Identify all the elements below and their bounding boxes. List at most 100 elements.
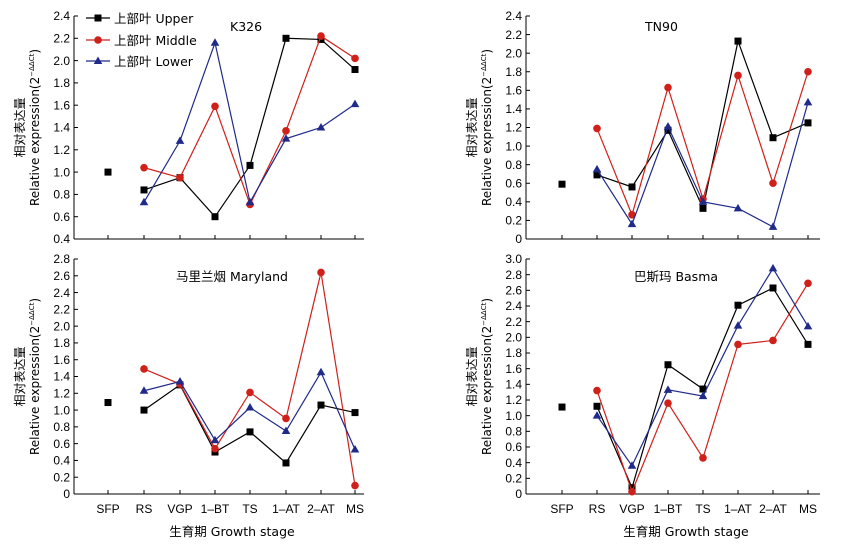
data-point-lower <box>245 403 255 411</box>
legend-label-lower: 上部叶 Lower <box>114 54 194 69</box>
data-point-upper <box>664 126 672 134</box>
data-point-upper <box>351 66 359 74</box>
series-line-upper <box>143 384 356 464</box>
y-tick-label: 2.4 <box>53 286 70 300</box>
legend-marker-lower <box>93 56 103 64</box>
x-tick-label: RS <box>136 502 153 516</box>
data-point-lower <box>803 321 813 330</box>
y-tick-label: 1.6 <box>505 362 522 376</box>
data-point-upper <box>246 428 254 436</box>
x-tick-label: SFP <box>550 502 573 516</box>
y-tick-label: 0.2 <box>53 470 70 484</box>
x-tick-label: MS <box>799 502 817 516</box>
data-point-upper <box>734 37 742 45</box>
y-tick-label: 1.2 <box>53 386 70 400</box>
x-tick-label: MS <box>346 502 364 516</box>
data-point-middle <box>211 444 219 453</box>
data-point-middle <box>699 454 707 462</box>
y-tick-label: 0 <box>515 232 522 246</box>
y-tick-label: 2.2 <box>505 28 522 42</box>
y-axis-label: 相对表达量 Relative expression(2−ΔΔCt) <box>465 298 494 455</box>
data-point-lower <box>139 386 149 394</box>
data-point-middle <box>246 388 254 397</box>
data-point-lower <box>592 411 602 419</box>
y-tick-label: 1.8 <box>505 346 522 360</box>
series-line-lower <box>143 370 356 450</box>
data-point-lower <box>316 123 326 131</box>
data-point-lower <box>733 321 743 329</box>
data-point-upper <box>628 183 636 191</box>
x-tick-label: 2–AT <box>759 502 787 516</box>
data-point-middle <box>769 179 777 188</box>
data-point-upper <box>769 284 777 292</box>
panel-title: 巴斯玛 Basma <box>634 269 718 284</box>
y-tick-label: 1.0 <box>53 403 70 417</box>
y-tick-label: 1.8 <box>53 336 70 350</box>
y-axis-label: 相对表达量 Relative expression(2−ΔΔCt) <box>13 298 42 455</box>
y-axis-label-cn: 相对表达量 <box>13 97 27 157</box>
legend: 上部叶 Upper 上部叶 Middle 上部叶 Lower <box>86 11 197 69</box>
y-axis-label: 相对表达量 Relative expression(2−ΔΔCt) <box>465 49 494 206</box>
data-point-middle <box>282 127 290 135</box>
data-point-lower <box>627 461 637 469</box>
y-tick-label: 1.4 <box>505 102 522 116</box>
data-point-upper <box>804 340 812 348</box>
data-point-middle <box>664 399 672 407</box>
data-point-upper <box>351 409 359 417</box>
y-tick-label: 2.2 <box>505 315 522 329</box>
data-point-lower <box>210 38 220 46</box>
y-tick-label: 2.4 <box>53 9 70 23</box>
y-tick-label: 1.6 <box>505 84 522 98</box>
y-tick-label: 0.2 <box>505 214 522 228</box>
y-tick-label: 2.2 <box>53 32 70 46</box>
x-tick-label: 1–AT <box>272 502 300 516</box>
x-tick-label: VGP <box>167 502 192 516</box>
x-tick-label: 2–AT <box>307 502 335 516</box>
y-tick-label: 2.8 <box>505 268 522 282</box>
y-tick-label: 2.6 <box>505 284 522 298</box>
y-axis-label: 相对表达量 Relative expression(2−ΔΔCt) <box>13 49 42 206</box>
data-point-upper <box>769 134 777 142</box>
data-point-lower <box>768 263 778 272</box>
legend-marker-upper <box>94 14 102 22</box>
data-point-lower <box>768 222 778 230</box>
data-point-lower <box>627 219 637 228</box>
data-point-upper <box>140 406 148 414</box>
y-tick-label: 1.8 <box>505 65 522 79</box>
data-point-upper <box>211 213 219 221</box>
y-axis-label-en: Relative expression(2−ΔΔCt) <box>28 49 42 206</box>
data-point-upper <box>593 402 601 410</box>
y-axis-label-cn: 相对表达量 <box>465 346 479 406</box>
data-point-middle <box>804 279 812 288</box>
x-axis-label-left: 生育期 Growth stage <box>169 524 295 539</box>
y-axis-label-en: Relative expression(2−ΔΔCt) <box>480 49 494 206</box>
y-tick-label: 0.8 <box>53 188 70 202</box>
y-tick-label: 1.0 <box>505 409 522 423</box>
data-point-upper <box>699 204 707 212</box>
y-tick-label: 1.2 <box>505 393 522 407</box>
chart-panel: 0 0.2 0.4 0.6 0.8 1.0 1.2 1.4 1.6 1.8 2.0 2.2 2.4 2.6… <box>13 252 364 516</box>
data-point-lower <box>350 99 360 108</box>
data-point-lower <box>316 367 326 376</box>
data-point-lower <box>175 377 185 385</box>
y-tick-label: 2.6 <box>53 269 70 283</box>
data-point-lower <box>175 136 185 144</box>
data-point-middle <box>628 487 636 496</box>
y-tick-label: 1.6 <box>53 353 70 367</box>
x-tick-label: TS <box>695 502 710 516</box>
data-point-middle <box>317 32 325 40</box>
y-tick-label: 0.4 <box>53 454 70 468</box>
y-tick-label: 3.0 <box>505 252 522 266</box>
y-tick-label: 2.0 <box>53 54 70 68</box>
data-point-lower <box>350 445 360 453</box>
y-tick-label: 1.4 <box>505 378 522 392</box>
y-axis-label-cn: 相对表达量 <box>465 97 479 157</box>
data-point-middle <box>140 163 148 172</box>
panel-title: TN90 <box>644 19 678 34</box>
y-tick-label: 0.8 <box>505 425 522 439</box>
y-tick-label: 2.0 <box>505 46 522 60</box>
data-point-upper <box>558 403 566 411</box>
y-tick-label: 1.8 <box>53 76 70 90</box>
y-tick-label: 0.8 <box>505 158 522 172</box>
legend-marker-middle <box>94 36 102 44</box>
